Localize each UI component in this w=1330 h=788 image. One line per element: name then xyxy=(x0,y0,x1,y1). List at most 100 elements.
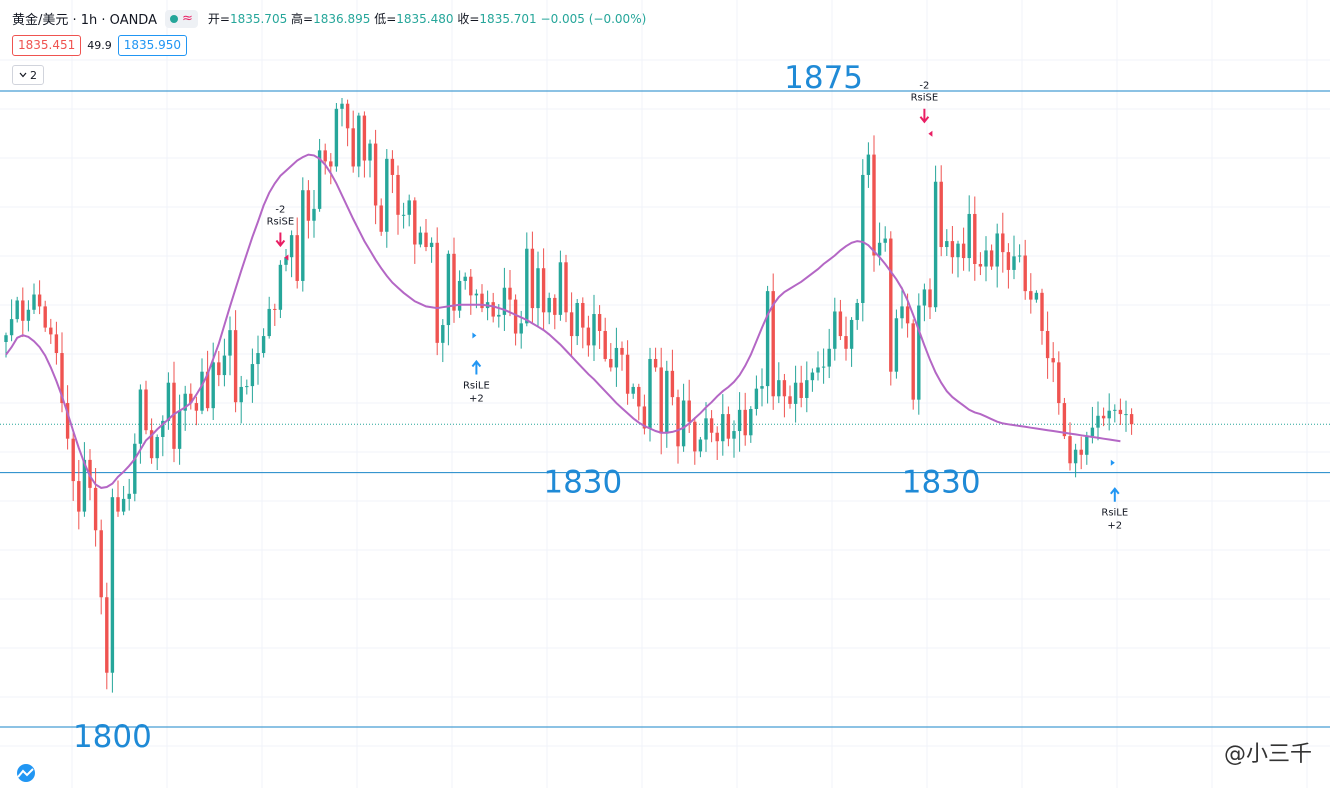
candle-body xyxy=(301,190,305,281)
candle-body xyxy=(760,386,764,389)
candle-body xyxy=(782,380,787,397)
candle xyxy=(631,383,635,399)
sell-price-button[interactable]: 1835.451 xyxy=(12,35,82,56)
candle xyxy=(821,348,826,384)
candle xyxy=(1073,443,1078,478)
candle xyxy=(1040,288,1044,345)
candle-body xyxy=(905,306,910,324)
candle xyxy=(396,165,400,235)
candle xyxy=(211,342,215,421)
candle xyxy=(99,519,103,615)
candle-body xyxy=(721,414,725,442)
candle-body xyxy=(267,308,271,337)
signal-marker-icon xyxy=(284,254,289,261)
candle-body xyxy=(917,305,921,400)
signal-label: RsiLE xyxy=(463,380,490,391)
candle xyxy=(833,297,837,361)
candle-body xyxy=(189,393,193,404)
candle-body xyxy=(1040,292,1044,331)
candle xyxy=(889,231,893,386)
candle-body xyxy=(469,276,473,296)
candle xyxy=(463,272,467,290)
candle-body xyxy=(312,208,316,221)
candle-body xyxy=(810,372,815,381)
candle xyxy=(805,361,809,413)
candle-body xyxy=(121,498,126,512)
candle xyxy=(161,415,165,457)
candle xyxy=(754,375,759,416)
candle xyxy=(133,433,137,502)
candle-body xyxy=(239,386,243,403)
indicators-collapse-button[interactable]: 2 xyxy=(12,65,44,85)
candle-body xyxy=(805,380,809,398)
candle xyxy=(413,197,417,264)
candle xyxy=(989,244,994,270)
level-labels: 1875 1830 1830 1800 xyxy=(73,60,981,755)
candle xyxy=(491,292,495,323)
candle-body xyxy=(149,430,154,459)
candle-body xyxy=(861,174,865,303)
candle xyxy=(54,321,59,365)
moving-average-line xyxy=(5,153,1121,489)
candle xyxy=(306,180,311,239)
candle xyxy=(810,368,815,392)
candle-body xyxy=(183,393,187,411)
candle-body xyxy=(1023,255,1027,292)
candle xyxy=(849,317,854,367)
candle xyxy=(1079,436,1083,470)
candle-body xyxy=(737,409,742,432)
candle-body xyxy=(362,115,367,161)
candle-body xyxy=(1017,255,1022,257)
high-value: 1836.895 xyxy=(313,12,371,26)
candle-body xyxy=(340,103,344,109)
candle-body xyxy=(49,327,53,335)
candle xyxy=(289,230,294,278)
symbol-title[interactable]: 黄金/美元 · 1h · OANDA xyxy=(12,13,157,28)
candle xyxy=(105,582,109,690)
candle-body xyxy=(1073,449,1078,464)
buy-price-button[interactable]: 1835.950 xyxy=(117,35,188,56)
candle xyxy=(609,343,613,372)
candle xyxy=(861,159,865,322)
horizontal-levels[interactable] xyxy=(0,90,1330,728)
signal-marker-icon xyxy=(928,130,933,137)
candle xyxy=(984,236,988,282)
candle-body xyxy=(889,238,893,372)
signal-label: RsiSE xyxy=(267,217,295,228)
candle-body xyxy=(569,312,574,337)
candle xyxy=(1096,401,1100,441)
candle xyxy=(637,383,641,421)
candle-body xyxy=(693,421,697,452)
candle xyxy=(345,99,350,147)
candle xyxy=(189,383,193,410)
candle xyxy=(9,299,14,342)
candle-body xyxy=(491,302,495,317)
candle xyxy=(737,392,742,452)
candle xyxy=(659,347,663,455)
market-status-pill[interactable]: ≈ xyxy=(164,9,198,28)
candle-body xyxy=(144,389,148,431)
candle-body xyxy=(9,319,14,336)
candle xyxy=(553,294,557,330)
signal-label: RsiLE xyxy=(1101,508,1128,519)
candle xyxy=(1045,311,1050,379)
candle-body xyxy=(1107,410,1111,419)
low-value: 1835.480 xyxy=(396,12,454,26)
candle-body xyxy=(1001,233,1005,253)
candle xyxy=(620,341,624,371)
candle xyxy=(732,420,736,458)
candle xyxy=(883,226,887,252)
candle xyxy=(541,248,546,330)
candle xyxy=(273,303,277,326)
candle-body xyxy=(581,303,585,328)
candle xyxy=(917,293,921,415)
candle xyxy=(749,406,753,443)
candle xyxy=(452,237,456,323)
tradingview-logo-icon[interactable] xyxy=(14,764,38,782)
candle xyxy=(648,347,652,442)
candle xyxy=(564,254,568,323)
candle-body xyxy=(228,330,232,356)
candle-body xyxy=(614,347,619,368)
approx-icon: ≈ xyxy=(181,10,193,26)
